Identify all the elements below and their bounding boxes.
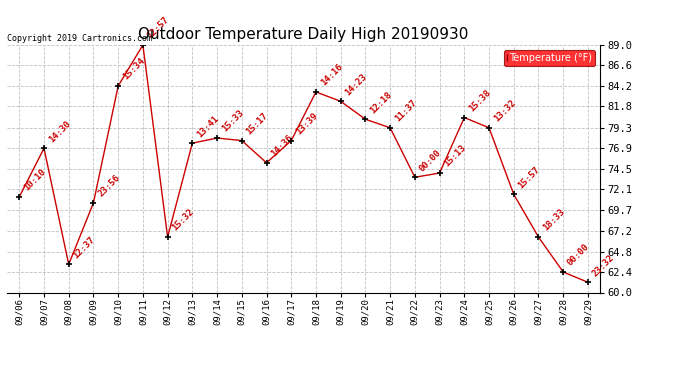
Text: 12:18: 12:18	[368, 90, 393, 115]
Text: 15:17: 15:17	[244, 111, 270, 136]
Text: 15:57: 15:57	[517, 165, 542, 190]
Text: 14:16: 14:16	[319, 62, 344, 88]
Text: 00:00: 00:00	[566, 243, 591, 268]
Text: 13:41: 13:41	[195, 114, 221, 139]
Text: 23:32: 23:32	[591, 253, 616, 278]
Text: 00:00: 00:00	[417, 148, 443, 173]
Text: 12:57: 12:57	[146, 15, 171, 41]
Text: 14:36: 14:36	[269, 133, 295, 159]
Text: 15:32: 15:32	[170, 207, 196, 233]
Text: 15:13: 15:13	[442, 144, 468, 169]
Text: 23:56: 23:56	[96, 173, 121, 199]
Text: 13:32: 13:32	[492, 98, 518, 124]
Title: Outdoor Temperature Daily High 20190930: Outdoor Temperature Daily High 20190930	[139, 27, 469, 42]
Text: 10:10: 10:10	[22, 167, 48, 193]
Text: 15:38: 15:38	[467, 88, 493, 113]
Text: 15:34: 15:34	[121, 56, 146, 82]
Text: 18:33: 18:33	[541, 207, 566, 233]
Text: 14:23: 14:23	[344, 72, 369, 97]
Text: 12:37: 12:37	[72, 235, 97, 260]
Legend: Temperature (°F): Temperature (°F)	[504, 50, 595, 66]
Text: 11:37: 11:37	[393, 98, 418, 124]
Text: 14:30: 14:30	[47, 119, 72, 144]
Text: 15:33: 15:33	[220, 108, 245, 134]
Text: 13:39: 13:39	[294, 111, 319, 136]
Text: Copyright 2019 Cartronics.com: Copyright 2019 Cartronics.com	[7, 33, 152, 42]
